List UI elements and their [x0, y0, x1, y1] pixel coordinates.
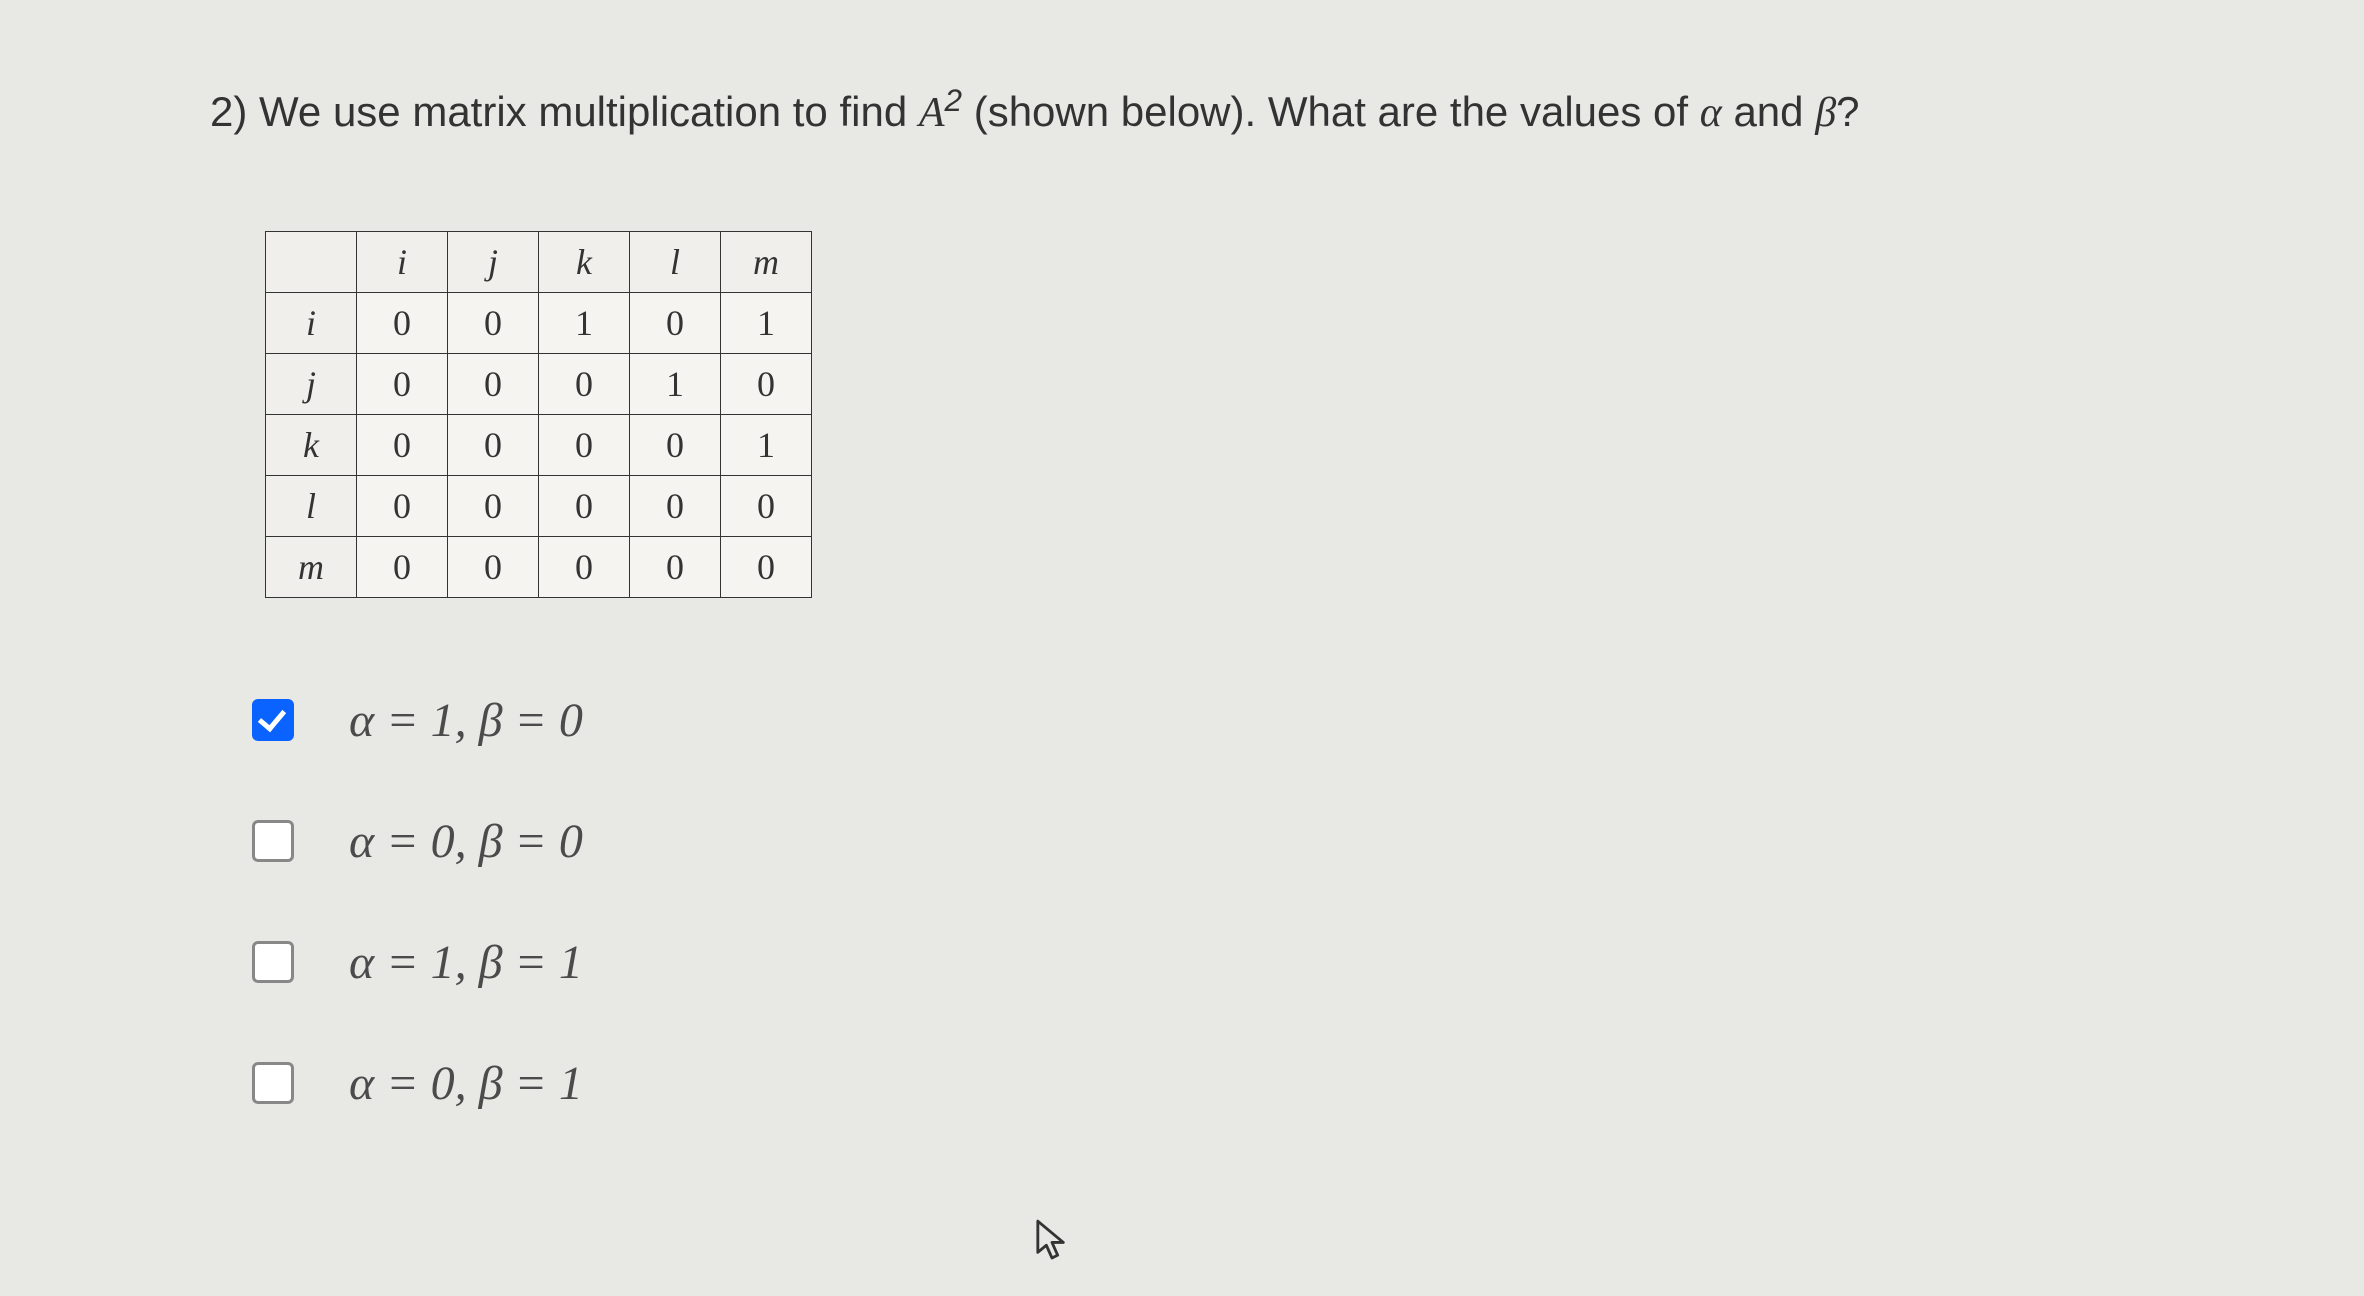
matrix-cell: 0 — [630, 292, 721, 353]
answer-options: α = 1, β = 0 α = 0, β = 0 α = 1, β = 1 α… — [252, 693, 2244, 1111]
matrix-row-label: j — [266, 353, 357, 414]
matrix-cell: 0 — [630, 414, 721, 475]
matrix-table: i j k l m i 0 0 1 0 1 j 0 0 0 1 0 — [265, 231, 812, 598]
option-4[interactable]: α = 0, β = 1 — [252, 1056, 2244, 1111]
matrix-row-label: m — [266, 536, 357, 597]
question-text: 2) We use matrix multiplication to find … — [210, 80, 2244, 141]
matrix-cell: 0 — [357, 292, 448, 353]
matrix-cell: 0 — [539, 536, 630, 597]
matrix-col-i: i — [357, 231, 448, 292]
matrix-cell: 0 — [357, 353, 448, 414]
q-qmark: ? — [1836, 88, 1859, 135]
checkbox-2[interactable] — [252, 820, 294, 862]
checkbox-1[interactable] — [252, 699, 294, 741]
matrix-cell: 1 — [630, 353, 721, 414]
matrix-cell: 0 — [448, 536, 539, 597]
matrix-cell: 0 — [539, 353, 630, 414]
matrix-row: i 0 0 1 0 1 — [266, 292, 812, 353]
matrix-cell: 0 — [357, 536, 448, 597]
matrix-cell: 1 — [721, 292, 812, 353]
matrix-col-k: k — [539, 231, 630, 292]
matrix-cell: 0 — [721, 475, 812, 536]
matrix-header-row: i j k l m — [266, 231, 812, 292]
q-beta: β — [1815, 90, 1836, 136]
q-text-mid: (shown below). What are the values of — [962, 88, 1700, 135]
q-sup: 2 — [945, 82, 963, 118]
matrix-cell: 0 — [448, 353, 539, 414]
question-page: 2) We use matrix multiplication to find … — [0, 0, 2364, 1237]
matrix-col-m: m — [721, 231, 812, 292]
option-1-text: α = 1, β = 0 — [349, 694, 583, 747]
matrix-corner — [266, 231, 357, 292]
matrix-col-j: j — [448, 231, 539, 292]
option-1-label: α = 1, β = 0 — [349, 693, 583, 748]
option-4-label: α = 0, β = 1 — [349, 1056, 583, 1111]
option-2-label: α = 0, β = 0 — [349, 814, 583, 869]
q-and: and — [1722, 88, 1815, 135]
matrix-cell: 0 — [721, 536, 812, 597]
matrix-cell: 0 — [630, 475, 721, 536]
matrix-cell: 0 — [721, 353, 812, 414]
matrix-row: j 0 0 0 1 0 — [266, 353, 812, 414]
checkbox-3[interactable] — [252, 941, 294, 983]
matrix-row: k 0 0 0 0 1 — [266, 414, 812, 475]
matrix-cell: 0 — [357, 475, 448, 536]
option-4-text: α = 0, β = 1 — [349, 1057, 583, 1110]
matrix-cell: 0 — [448, 292, 539, 353]
option-2-text: α = 0, β = 0 — [349, 815, 583, 868]
option-2[interactable]: α = 0, β = 0 — [252, 814, 2244, 869]
matrix-row-label: i — [266, 292, 357, 353]
matrix-cell: 0 — [539, 414, 630, 475]
matrix-cell: 0 — [630, 536, 721, 597]
matrix-cell: 0 — [448, 475, 539, 536]
option-3[interactable]: α = 1, β = 1 — [252, 935, 2244, 990]
option-1[interactable]: α = 1, β = 0 — [252, 693, 2244, 748]
q-var-a: A — [919, 90, 945, 136]
question-number: 2) — [210, 88, 247, 135]
q-alpha: α — [1700, 90, 1722, 136]
matrix-col-l: l — [630, 231, 721, 292]
matrix-row: l 0 0 0 0 0 — [266, 475, 812, 536]
matrix-row: m 0 0 0 0 0 — [266, 536, 812, 597]
matrix-row-label: l — [266, 475, 357, 536]
option-3-label: α = 1, β = 1 — [349, 935, 583, 990]
matrix-row-label: k — [266, 414, 357, 475]
matrix-cell: 1 — [539, 292, 630, 353]
matrix-cell: 0 — [539, 475, 630, 536]
option-3-text: α = 1, β = 1 — [349, 936, 583, 989]
checkbox-4[interactable] — [252, 1062, 294, 1104]
matrix-cell: 0 — [357, 414, 448, 475]
matrix-cell: 1 — [721, 414, 812, 475]
matrix-cell: 0 — [448, 414, 539, 475]
matrix-wrap: i j k l m i 0 0 1 0 1 j 0 0 0 1 0 — [265, 231, 2244, 598]
q-text-pre: We use matrix multiplication to find — [259, 88, 919, 135]
